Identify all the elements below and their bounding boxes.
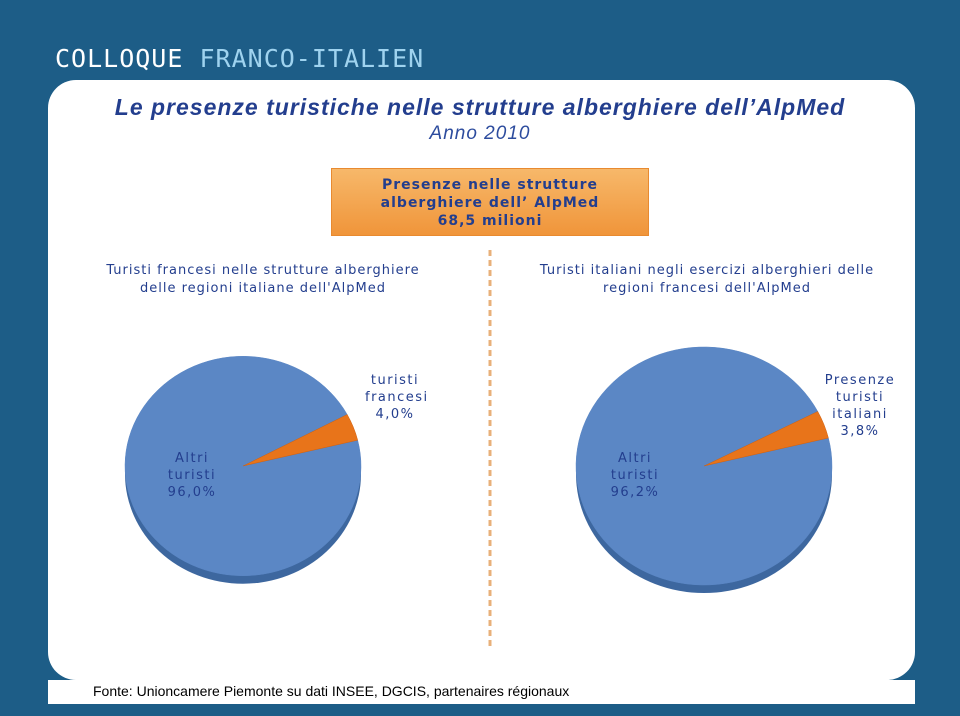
slice-label: Presenze turisti italiani 3,8% [820,372,900,440]
box-line: Presenze nelle strutture [381,177,599,193]
slice-value: 4,0% [375,407,415,422]
pie-slice [242,414,358,467]
slice-label: Altri turisti 96,2% [600,450,670,501]
box-line: alberghiere dell’ AlpMed [380,195,600,211]
subtitle: Anno 2010 [429,123,531,144]
title: Le presenze turistiche nelle strutture a… [114,94,846,120]
slice-value: 3,8% [840,424,880,439]
slice-label: turisti francesi 4,0% [365,372,429,423]
pie-slice [703,411,829,467]
slice-category: Altri turisti [610,451,660,483]
slice-value: 96,2% [610,485,660,500]
brand-right: FRANCO-ITALIEN [199,44,425,73]
slice-category: Altri turisti [167,451,217,483]
slice-category: turisti francesi [365,373,429,405]
pie-title: Turisti italiani negli esercizi alberghi… [539,263,875,296]
pie-title: Turisti francesi nelle strutture albergh… [106,263,420,296]
pie-slice [575,346,833,586]
box-line: 68,5 milioni [437,213,543,229]
brand-left: COLLOQUE [55,44,184,73]
slice-label: Altri turisti 96,0% [157,450,227,501]
brand: COLLOQUE FRANCO-ITALIEN [55,44,424,73]
slice-category: Presenze turisti italiani [824,373,896,422]
slice-value: 96,0% [167,485,217,500]
source: Fonte: Unioncamere Piemonte su dati INSE… [48,680,915,704]
total-box: Presenze nelle strutture alberghiere del… [331,168,649,236]
